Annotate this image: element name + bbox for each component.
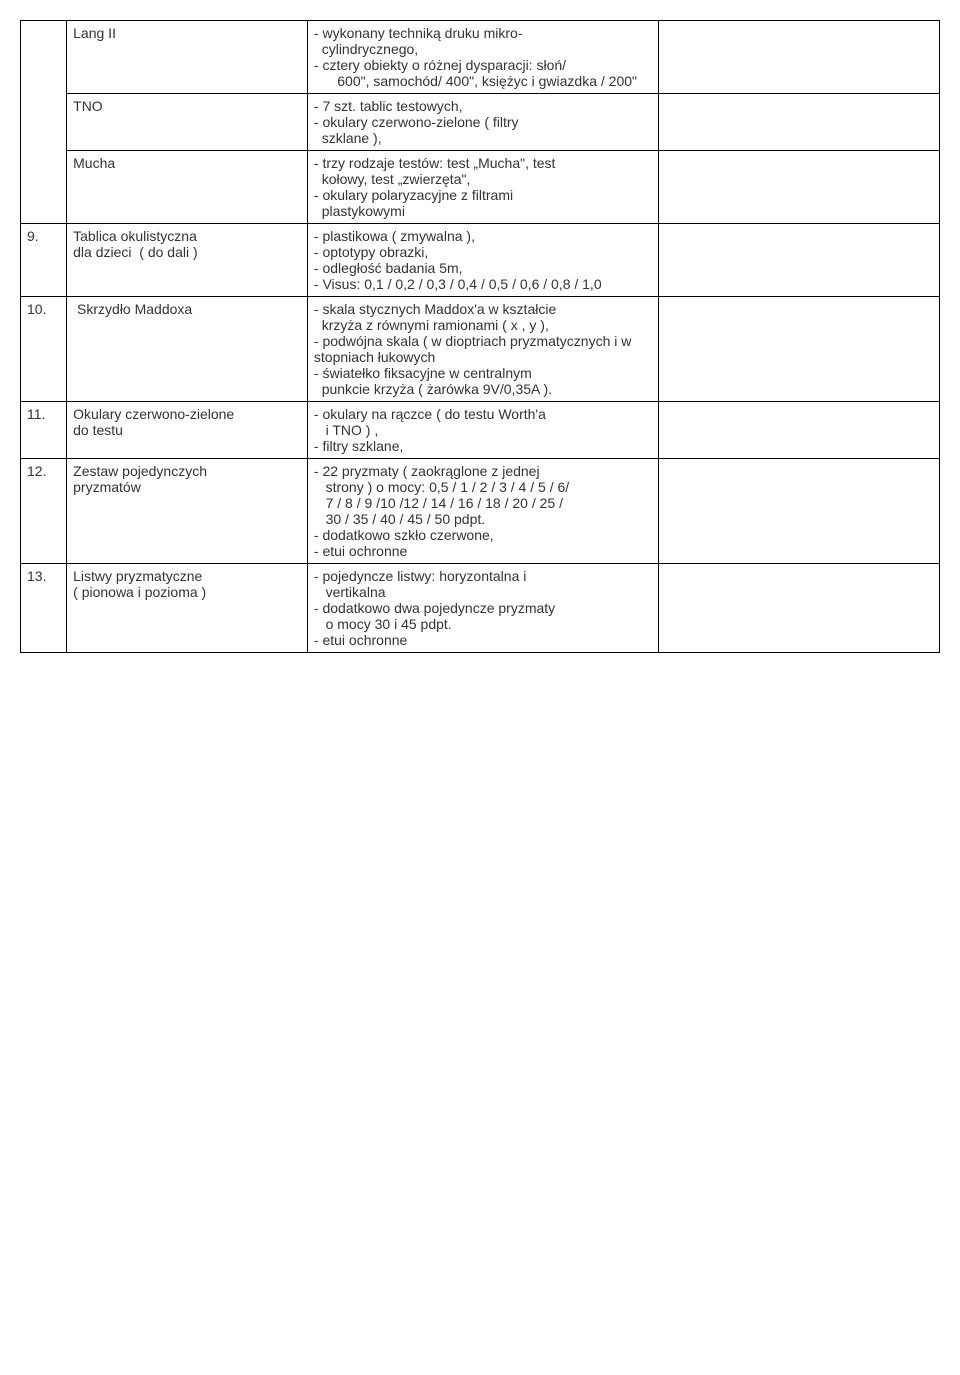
- item-description: - pojedyncze listwy: horyzontalna i vert…: [307, 564, 658, 653]
- row-number: 9.: [21, 224, 67, 297]
- item-name: Lang II: [67, 21, 308, 94]
- blank-cell: [659, 564, 940, 653]
- item-description: - trzy rodzaje testów: test „Mucha", tes…: [307, 151, 658, 224]
- row-number: 12.: [21, 459, 67, 564]
- item-description: - 22 pryzmaty ( zaokrąglone z jednej str…: [307, 459, 658, 564]
- item-description: - 7 szt. tablic testowych, - okulary cze…: [307, 94, 658, 151]
- blank-cell: [659, 224, 940, 297]
- item-description: - plastikowa ( zmywalna ), - optotypy ob…: [307, 224, 658, 297]
- item-description: - wykonany techniką druku mikro- cylindr…: [307, 21, 658, 94]
- blank-cell: [659, 297, 940, 402]
- item-name: Skrzydło Maddoxa: [67, 297, 308, 402]
- row-number: 11.: [21, 402, 67, 459]
- item-name: Mucha: [67, 151, 308, 224]
- blank-cell: [659, 151, 940, 224]
- item-description: - skala stycznych Maddox'a w kształcie k…: [307, 297, 658, 402]
- item-name: TNO: [67, 94, 308, 151]
- row-number: [21, 21, 67, 224]
- row-number: 10.: [21, 297, 67, 402]
- table-row: 10. Skrzydło Maddoxa- skala stycznych Ma…: [21, 297, 940, 402]
- blank-cell: [659, 459, 940, 564]
- table-row: 9.Tablica okulistyczna dla dzieci ( do d…: [21, 224, 940, 297]
- table-row: Mucha- trzy rodzaje testów: test „Mucha"…: [21, 151, 940, 224]
- row-number: 13.: [21, 564, 67, 653]
- spec-table: Lang II- wykonany techniką druku mikro- …: [20, 20, 940, 653]
- item-name: Tablica okulistyczna dla dzieci ( do dal…: [67, 224, 308, 297]
- table-row: 11.Okulary czerwono-zielone do testu- ok…: [21, 402, 940, 459]
- item-name: Okulary czerwono-zielone do testu: [67, 402, 308, 459]
- blank-cell: [659, 21, 940, 94]
- table-row: 12.Zestaw pojedynczych pryzmatów- 22 pry…: [21, 459, 940, 564]
- blank-cell: [659, 94, 940, 151]
- table-row: TNO- 7 szt. tablic testowych, - okulary …: [21, 94, 940, 151]
- blank-cell: [659, 402, 940, 459]
- table-row: 13.Listwy pryzmatyczne ( pionowa i pozio…: [21, 564, 940, 653]
- item-name: Listwy pryzmatyczne ( pionowa i pozioma …: [67, 564, 308, 653]
- item-description: - okulary na rączce ( do testu Worth'a i…: [307, 402, 658, 459]
- table-row: Lang II- wykonany techniką druku mikro- …: [21, 21, 940, 94]
- item-name: Zestaw pojedynczych pryzmatów: [67, 459, 308, 564]
